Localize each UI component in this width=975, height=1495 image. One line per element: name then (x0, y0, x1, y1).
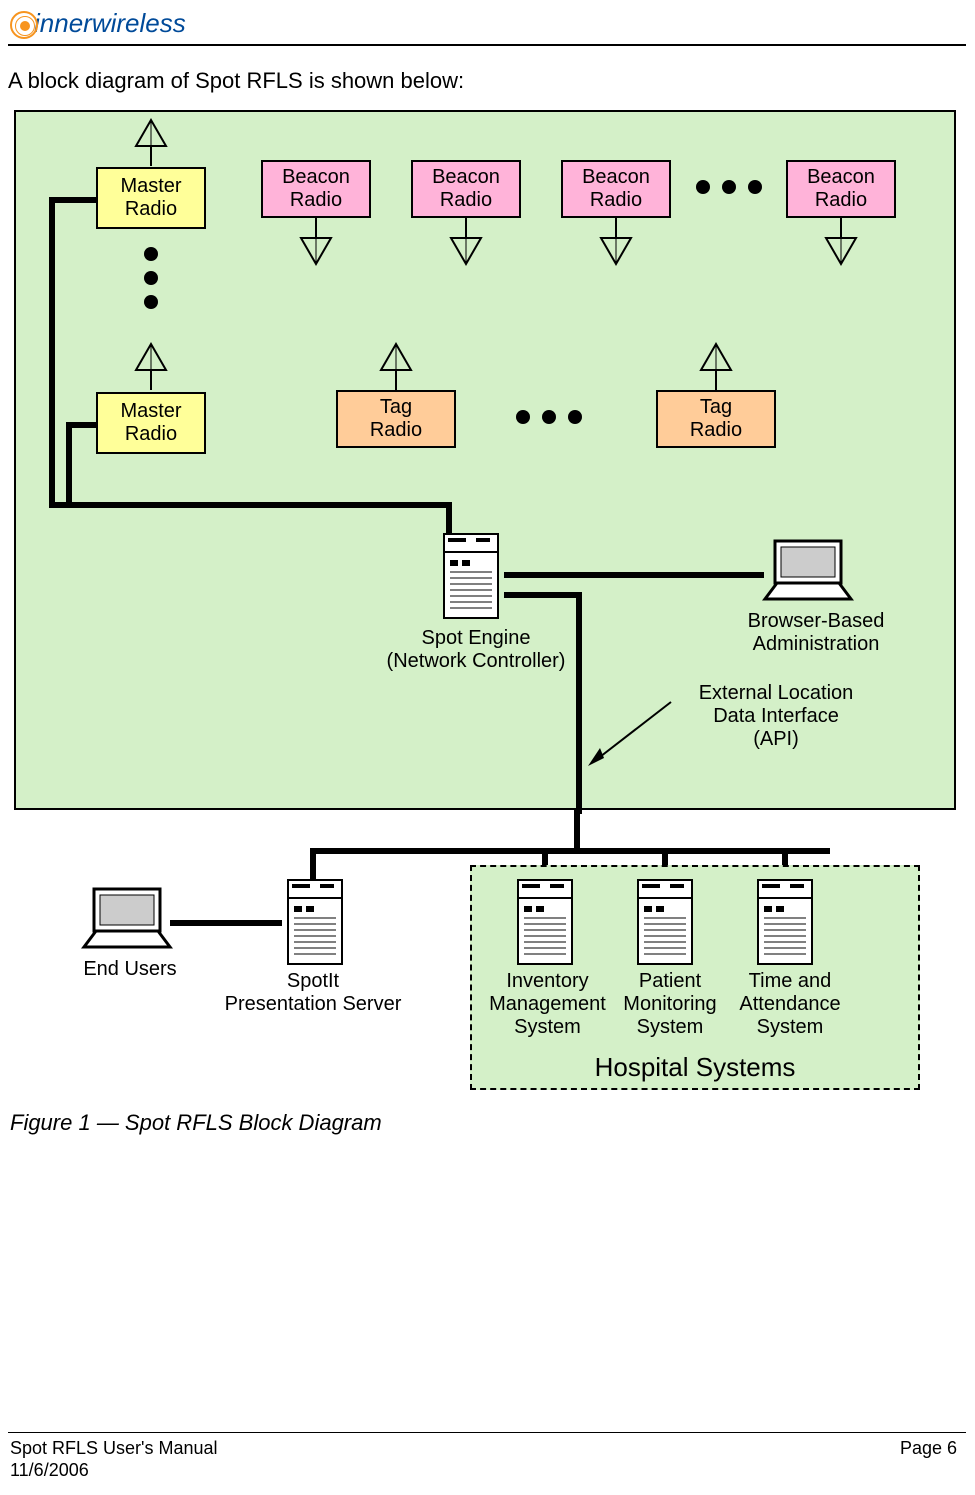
beacon-radio-label: Beacon Radio (282, 166, 350, 212)
tag-radio-label: Tag Radio (370, 396, 422, 442)
master-radio-label: Master Radio (120, 175, 181, 221)
server-icon (280, 878, 350, 968)
server-icon (750, 878, 820, 968)
server-icon (510, 878, 580, 968)
beacon-radio-label: Beacon Radio (432, 166, 500, 212)
footer-page: Page 6 (900, 1438, 957, 1459)
time-att-label: Time and Attendance System (725, 970, 855, 1039)
server-icon (630, 878, 700, 968)
beacon-radio-box: Beacon Radio (261, 160, 371, 218)
end-users-label: End Users (70, 958, 190, 981)
antenna-icon (371, 342, 421, 392)
antenna-icon (291, 218, 341, 268)
antenna-icon (441, 218, 491, 268)
master-radio-label: Master Radio (120, 400, 181, 446)
spot-engine-label: Spot Engine (Network Controller) (366, 627, 586, 673)
browser-admin-label: Browser-Based Administration (716, 610, 916, 656)
beacon-radio-label: Beacon Radio (807, 166, 875, 212)
antenna-icon (591, 218, 641, 268)
beacon-radio-box: Beacon Radio (561, 160, 671, 218)
tag-radio-label: Tag Radio (690, 396, 742, 442)
antenna-icon (126, 342, 176, 392)
master-radio-box: Master Radio (96, 167, 206, 229)
inventory-label: Inventory Management System (480, 970, 615, 1039)
footer-title: Spot RFLS User's Manual (10, 1438, 218, 1459)
beacon-radio-box: Beacon Radio (411, 160, 521, 218)
hospital-title: Hospital Systems (470, 1052, 920, 1083)
footer-rule (8, 1432, 966, 1433)
logo-text: innerwireless (34, 8, 186, 38)
diagram-area: Master Radio Master Radio Beacon Radio B… (14, 110, 956, 810)
antenna-icon (126, 118, 176, 168)
horizontal-ellipsis (516, 410, 582, 424)
patient-label: Patient Monitoring System (615, 970, 725, 1039)
beacon-radio-box: Beacon Radio (786, 160, 896, 218)
arrow-icon (586, 692, 676, 772)
logo: innerwireless (10, 8, 186, 39)
tag-radio-box: Tag Radio (336, 390, 456, 448)
master-radio-box: Master Radio (96, 392, 206, 454)
beacon-radio-label: Beacon Radio (582, 166, 650, 212)
server-icon (436, 532, 506, 622)
antenna-icon (691, 342, 741, 392)
api-label: External Location Data Interface (API) (666, 682, 886, 751)
footer-date: 11/6/2006 (10, 1460, 89, 1481)
horizontal-ellipsis (696, 180, 762, 194)
header-rule (8, 44, 966, 46)
tag-radio-box: Tag Radio (656, 390, 776, 448)
antenna-icon (816, 218, 866, 268)
spotit-label: SpotIt Presentation Server (208, 970, 418, 1016)
laptop-icon (761, 537, 856, 607)
vertical-ellipsis (144, 247, 158, 309)
figure-caption: Figure 1 — Spot RFLS Block Diagram (10, 1110, 382, 1136)
laptop-icon (80, 885, 175, 955)
intro-text: A block diagram of Spot RFLS is shown be… (8, 68, 464, 94)
